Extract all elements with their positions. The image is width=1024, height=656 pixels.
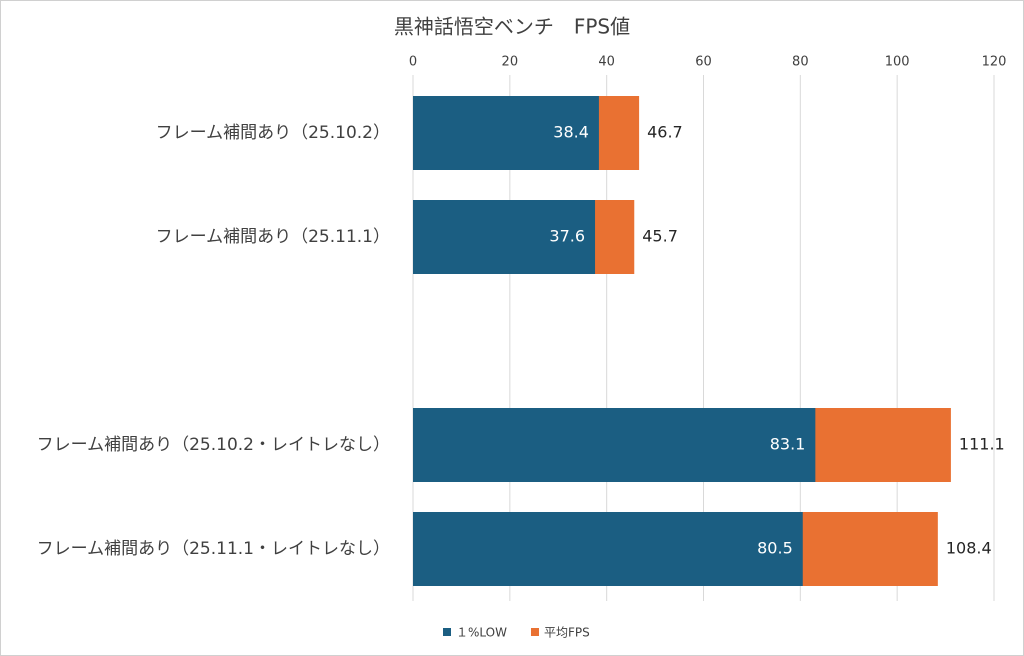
data-label: 111.1 (959, 435, 1005, 454)
bar (413, 200, 596, 274)
y-tick-label: フレーム補間あり（25.11.1・レイトレなし） (37, 539, 390, 559)
bar (413, 96, 599, 170)
chart-title: 黒神話悟空ベンチ FPS値 (394, 15, 630, 39)
x-tick-label: 120 (982, 55, 1007, 70)
x-tick-label: 60 (695, 55, 712, 70)
x-tick-label: 40 (598, 55, 615, 70)
data-label: 108.4 (946, 539, 992, 558)
x-tick-label: 80 (792, 55, 809, 70)
bar (413, 512, 803, 586)
data-label: 38.4 (553, 123, 589, 142)
x-tick-label: 20 (502, 55, 519, 70)
legend-swatch (443, 628, 451, 636)
legend-label: １%LOW (456, 626, 507, 640)
data-label: 37.6 (549, 227, 585, 246)
y-tick-label: フレーム補間あり（25.11.1） (156, 227, 390, 247)
bar (413, 408, 816, 482)
legend-swatch (530, 628, 539, 636)
x-tick-label: 100 (885, 55, 910, 70)
data-label: 83.1 (770, 435, 806, 454)
data-label: 45.7 (642, 227, 678, 246)
y-tick-label: フレーム補間あり（25.10.2） (156, 123, 390, 143)
y-tick-label: フレーム補間あり（25.10.2・レイトレなし） (37, 435, 390, 455)
data-label: 80.5 (757, 539, 793, 558)
x-tick-label: 0 (409, 55, 417, 70)
data-label: 46.7 (647, 123, 683, 142)
legend-label: 平均FPS (544, 626, 590, 640)
